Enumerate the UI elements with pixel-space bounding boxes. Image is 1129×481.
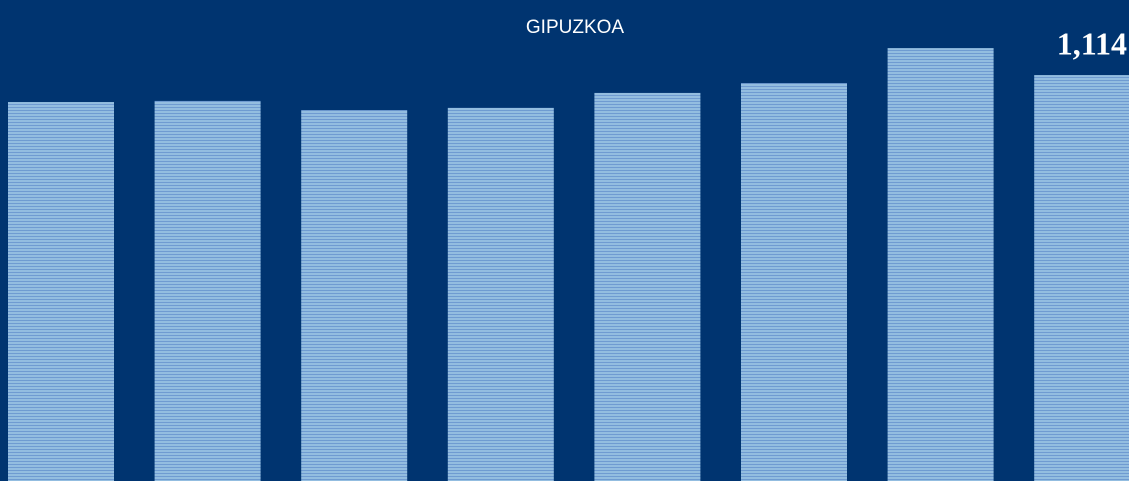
chart-title: GIPUZKOA — [526, 17, 625, 38]
bar — [887, 48, 994, 481]
bar — [594, 92, 701, 481]
bar — [447, 107, 554, 481]
bar — [1034, 75, 1129, 481]
value-label: 1,114 — [1057, 25, 1127, 61]
bar — [154, 100, 261, 481]
bar — [741, 83, 847, 481]
bar — [8, 102, 114, 481]
bar — [301, 110, 408, 481]
